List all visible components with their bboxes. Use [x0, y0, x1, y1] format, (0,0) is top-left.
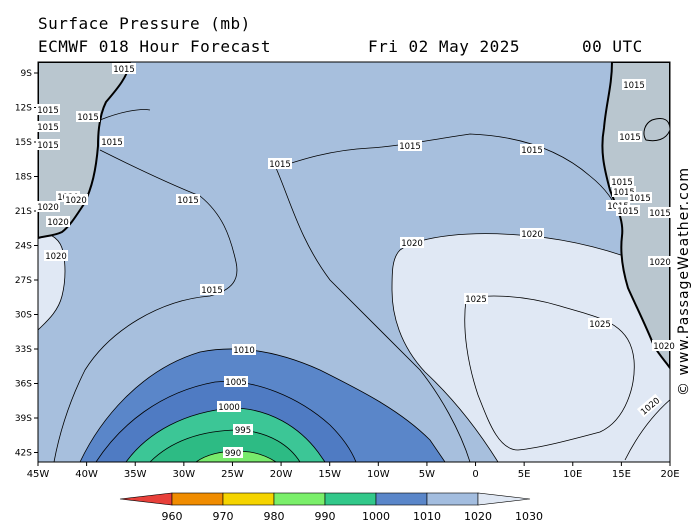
isobar-label: 1015 [37, 141, 59, 151]
isobar-1015-north [99, 109, 151, 121]
colorbar-label: 990 [315, 510, 336, 523]
lon-label: 35W [124, 469, 147, 480]
isobar-label: 1015 [269, 160, 291, 170]
isobar-label: 1015 [399, 142, 421, 152]
map-title: Surface Pressure (mb) [38, 14, 251, 33]
isobar-1015-mid [275, 167, 471, 462]
lon-label: 25W [221, 469, 244, 480]
lat-label: 36S [15, 380, 32, 390]
isobar-label: 990 [225, 449, 241, 459]
isobar-label: 1015 [623, 81, 645, 91]
lon-label: 20E [660, 469, 679, 480]
lon-label: 30W [173, 469, 196, 480]
isobar-labels: 1015 1015 1015 1015 1015 1015 1015 1015 … [36, 63, 676, 459]
colorbar-label: 980 [264, 510, 285, 523]
colorbar-label: 1000 [362, 510, 390, 523]
colorbar: 960 970 980 990 1000 1010 1020 1030 [119, 492, 543, 523]
lat-label: 9S [21, 69, 33, 79]
colorbar-label: 1020 [464, 510, 492, 523]
lat-label: 42S [15, 449, 32, 459]
lat-label: 39S [15, 414, 32, 424]
colorbar-label: 1030 [515, 510, 543, 523]
map-area [38, 62, 670, 462]
lon-label: 5W [419, 469, 435, 480]
isobar-label: 1015 [521, 146, 543, 156]
isobar-label: 1015 [101, 138, 123, 148]
isobar-label: 1020 [45, 252, 67, 262]
lon-label: 10W [367, 469, 390, 480]
lat-label: 30S [15, 311, 32, 321]
isobar-label: 1025 [589, 320, 611, 330]
colorbar-segment [222, 492, 275, 506]
isobar-label: 1015 [611, 178, 633, 188]
isobar-label: 1015 [613, 188, 635, 198]
isobar-label: 1015 [619, 133, 641, 143]
isobar-1020-east [624, 399, 670, 461]
isobar-label: 1015 [37, 123, 59, 133]
credit-text: © www.PassageWeather.com [676, 166, 692, 396]
isobar-1015-west [53, 149, 238, 462]
forecast-date: Fri 02 May 2025 [368, 37, 520, 56]
lon-label: 15W [318, 469, 341, 480]
lat-label: 12S [15, 104, 32, 114]
isobar-1025 [464, 295, 635, 451]
isobar-label: 1015 [113, 65, 135, 75]
isobar-label: 1010 [233, 346, 255, 356]
lat-label: 24S [15, 242, 32, 252]
colorbar-segment [119, 492, 173, 506]
colorbar-label: 960 [162, 510, 183, 523]
lat-label: 15S [15, 138, 32, 148]
isobar-label: 1020 [521, 230, 543, 240]
latitude-axis: 9S 12S 15S 18S 21S 24S 27S 30S 33S 36S 39S 42S [15, 69, 38, 459]
island-east [643, 117, 670, 142]
colorbar-label: 1010 [413, 510, 441, 523]
lon-label: 20W [270, 469, 293, 480]
isobar-label: 1015 [649, 209, 671, 219]
isobar-label: 1000 [218, 403, 240, 413]
colorbar-segment [426, 492, 479, 506]
lon-label: 40W [75, 469, 98, 480]
isobar-label: 1020 [37, 203, 59, 213]
colorbar-segment [324, 492, 377, 506]
isobar-label: 1015 [629, 194, 651, 204]
isobar-label: 1020 [65, 196, 87, 206]
model-label: ECMWF 018 Hour Forecast [38, 37, 272, 56]
isobar-label: 1015 [617, 207, 639, 217]
isobar-1015-central [275, 133, 623, 219]
isobar-label: 995 [235, 426, 251, 436]
lon-label: 15E [612, 469, 631, 480]
colorbar-segment [273, 492, 326, 506]
lon-label: 0 [472, 469, 478, 480]
colorbar-segment [375, 492, 428, 506]
isobar-label: 1015 [177, 196, 199, 206]
lon-label: 10E [563, 469, 582, 480]
colorbar-segment [477, 492, 531, 506]
isobar-label: 1020 [47, 218, 69, 228]
colorbar-segment [171, 492, 224, 506]
isobar-label: 1020 [649, 258, 671, 268]
colorbar-label: 970 [213, 510, 234, 523]
isobar-label: 1025 [465, 295, 487, 305]
lon-label: 45W [27, 469, 50, 480]
lat-label: 18S [15, 173, 32, 183]
longitude-axis: 45W 40W 35W 30W 25W 20W 15W 10W 5W 0 5E 10E 15E 20E [27, 462, 680, 480]
isobar-label: 1005 [225, 378, 247, 388]
isobar-label: 1020 [653, 342, 675, 352]
isobar-label: 1015 [77, 113, 99, 123]
forecast-time: 00 UTC [582, 37, 643, 56]
isobar-label: 1020 [401, 239, 423, 249]
lat-label: 27S [15, 276, 32, 286]
isobar-label: 1015 [37, 106, 59, 116]
lon-label: 5E [518, 469, 531, 480]
lat-label: 33S [15, 345, 32, 355]
isobar-label: 1015 [201, 286, 223, 296]
lat-label: 21S [15, 207, 32, 217]
